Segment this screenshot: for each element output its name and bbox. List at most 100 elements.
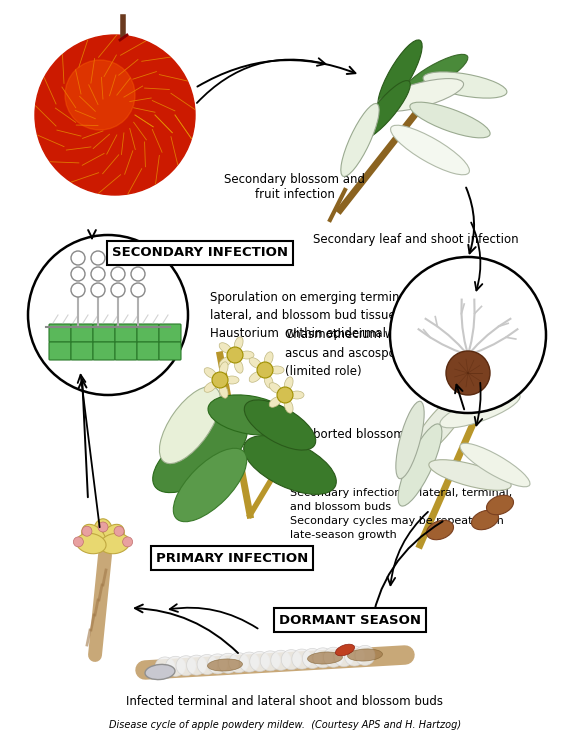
Ellipse shape: [249, 358, 262, 368]
Ellipse shape: [234, 359, 243, 373]
Ellipse shape: [440, 392, 520, 428]
Ellipse shape: [284, 377, 293, 390]
Circle shape: [91, 267, 105, 281]
FancyBboxPatch shape: [137, 342, 159, 360]
Circle shape: [323, 647, 343, 667]
Ellipse shape: [219, 384, 228, 399]
Ellipse shape: [219, 356, 231, 368]
Ellipse shape: [290, 391, 304, 399]
Circle shape: [28, 235, 188, 395]
Ellipse shape: [360, 80, 410, 139]
Ellipse shape: [408, 387, 472, 462]
Ellipse shape: [426, 520, 454, 539]
Ellipse shape: [270, 366, 284, 374]
Ellipse shape: [341, 103, 379, 176]
Circle shape: [131, 251, 145, 265]
Circle shape: [313, 648, 333, 668]
Ellipse shape: [208, 395, 292, 435]
Circle shape: [111, 267, 125, 281]
Ellipse shape: [410, 102, 490, 138]
Circle shape: [155, 657, 175, 677]
Circle shape: [91, 251, 105, 265]
Ellipse shape: [219, 362, 228, 376]
Ellipse shape: [160, 387, 221, 463]
Ellipse shape: [76, 534, 106, 554]
FancyBboxPatch shape: [93, 342, 115, 360]
Ellipse shape: [249, 372, 262, 382]
Circle shape: [344, 646, 364, 666]
Circle shape: [302, 649, 323, 669]
Ellipse shape: [336, 644, 355, 656]
FancyBboxPatch shape: [93, 324, 115, 342]
FancyBboxPatch shape: [159, 342, 181, 360]
Circle shape: [111, 283, 125, 297]
Circle shape: [71, 283, 85, 297]
Text: Infected terminal and lateral shoot and blossom buds: Infected terminal and lateral shoot and …: [127, 695, 443, 708]
Ellipse shape: [240, 351, 254, 359]
Circle shape: [260, 651, 280, 671]
Circle shape: [71, 251, 85, 265]
Ellipse shape: [471, 510, 499, 530]
Circle shape: [131, 267, 145, 281]
Circle shape: [355, 646, 375, 666]
Ellipse shape: [219, 342, 231, 354]
Circle shape: [123, 537, 133, 547]
Ellipse shape: [145, 664, 175, 680]
Circle shape: [257, 362, 273, 378]
Ellipse shape: [204, 368, 217, 378]
Text: Secondary leaf and shoot infection: Secondary leaf and shoot infection: [313, 233, 519, 246]
Ellipse shape: [308, 652, 343, 664]
Ellipse shape: [225, 376, 239, 384]
Circle shape: [282, 649, 302, 669]
Text: Chasmothecium with
ascus and ascospores
(limited role): Chasmothecium with ascus and ascospores …: [285, 328, 414, 378]
Ellipse shape: [82, 524, 107, 551]
Ellipse shape: [398, 424, 442, 506]
Circle shape: [74, 537, 83, 547]
Ellipse shape: [284, 400, 293, 413]
FancyBboxPatch shape: [71, 324, 93, 342]
Circle shape: [218, 653, 238, 673]
Circle shape: [82, 526, 92, 537]
Ellipse shape: [378, 40, 422, 110]
Text: Aborted blossoms: Aborted blossoms: [305, 429, 411, 441]
Ellipse shape: [244, 435, 336, 494]
Ellipse shape: [396, 401, 424, 479]
Ellipse shape: [402, 55, 468, 96]
FancyBboxPatch shape: [49, 324, 71, 342]
FancyBboxPatch shape: [137, 324, 159, 342]
Ellipse shape: [460, 444, 530, 487]
Circle shape: [334, 646, 354, 666]
Text: PRIMARY INFECTION: PRIMARY INFECTION: [156, 551, 308, 565]
Circle shape: [114, 526, 124, 537]
Ellipse shape: [376, 78, 463, 111]
Ellipse shape: [486, 495, 514, 514]
Text: Secondary infection of lateral, terminal,
and blossom buds
Secondary cycles may : Secondary infection of lateral, terminal…: [290, 488, 512, 540]
Circle shape: [277, 387, 293, 403]
Ellipse shape: [269, 383, 282, 393]
FancyBboxPatch shape: [159, 324, 181, 342]
Circle shape: [71, 267, 85, 281]
Circle shape: [165, 656, 185, 676]
Circle shape: [65, 60, 135, 130]
Circle shape: [111, 251, 125, 265]
Ellipse shape: [269, 397, 282, 407]
Circle shape: [212, 372, 228, 388]
Circle shape: [35, 35, 195, 195]
Circle shape: [446, 351, 490, 395]
Circle shape: [176, 655, 196, 676]
FancyBboxPatch shape: [115, 324, 137, 342]
Ellipse shape: [100, 534, 130, 554]
Text: Secondary blossom and
fruit infection: Secondary blossom and fruit infection: [225, 173, 365, 201]
Circle shape: [186, 655, 206, 675]
Circle shape: [207, 654, 227, 674]
Ellipse shape: [264, 352, 273, 365]
Text: DORMANT SEASON: DORMANT SEASON: [279, 613, 421, 627]
Ellipse shape: [207, 659, 242, 671]
Ellipse shape: [348, 649, 382, 661]
Circle shape: [227, 347, 243, 363]
Ellipse shape: [204, 382, 217, 393]
Circle shape: [197, 655, 217, 675]
Ellipse shape: [153, 418, 247, 492]
Ellipse shape: [264, 375, 273, 388]
Text: Sporulation on emerging terminal,
lateral, and blossom bud tissue.
Haustorium  w: Sporulation on emerging terminal, latera…: [210, 291, 414, 339]
